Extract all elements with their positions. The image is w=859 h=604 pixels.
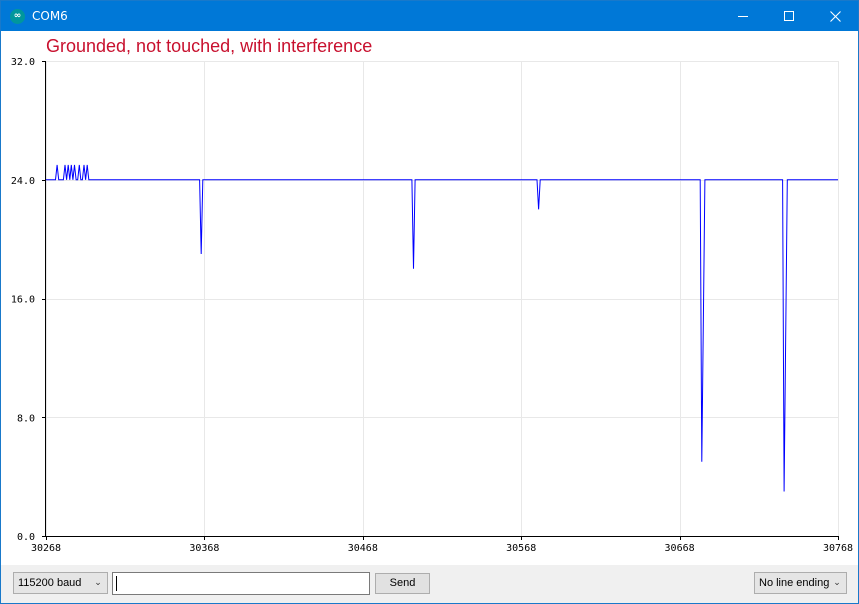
x-tick-label: 30568 (506, 543, 536, 554)
x-tick-label: 30668 (665, 543, 695, 554)
x-tick-label: 30468 (348, 543, 378, 554)
app-icon-glyph: ∞ (13, 11, 22, 21)
close-button[interactable] (812, 1, 858, 31)
grid-lines (46, 61, 839, 537)
annotation-title: Grounded, not touched, with interference (46, 36, 372, 56)
arduino-infinity-icon: ∞ (10, 9, 25, 24)
window-title: COM6 (32, 9, 68, 23)
tick-labels: 30268 30368 30468 30568 30668 30768 0.0 8.0 16.0… (11, 57, 853, 554)
line-chart: 30268 30368 30468 30568 30668 30768 0.0 8.0 16.0… (11, 36, 853, 554)
x-tick-label: 30268 (31, 543, 61, 554)
series-line (46, 164, 838, 492)
baud-rate-select[interactable]: 115200 baud ⌄ (13, 572, 108, 594)
chevron-down-icon: ⌄ (94, 578, 102, 588)
close-icon (829, 10, 841, 22)
line-ending-value: No line ending (759, 577, 830, 589)
line-ending-select[interactable]: No line ending ⌄ (754, 572, 847, 594)
baud-rate-value: 115200 baud (18, 577, 82, 589)
y-tick-label: 32.0 (11, 57, 35, 68)
y-tick-label: 24.0 (11, 176, 35, 187)
title-bar[interactable]: ∞ COM6 (1, 1, 858, 31)
text-caret (116, 576, 117, 591)
y-tick-label: 8.0 (17, 413, 35, 424)
y-tick-label: 16.0 (11, 295, 35, 306)
chevron-down-icon: ⌄ (833, 578, 841, 588)
send-button[interactable]: Send (375, 573, 430, 594)
minimize-icon (738, 15, 748, 17)
maximize-button[interactable] (766, 1, 812, 31)
minimize-button[interactable] (720, 1, 766, 31)
x-tick-label: 30768 (823, 543, 853, 554)
y-tick-label: 0.0 (17, 532, 35, 543)
x-tick-label: 30368 (189, 543, 219, 554)
bottom-toolbar: 115200 baud ⌄ Send No line ending ⌄ (1, 565, 858, 603)
maximize-icon (784, 11, 794, 21)
message-input[interactable] (112, 572, 370, 595)
plot-area: 30268 30368 30468 30568 30668 30768 0.0 8.0 16.0… (1, 32, 858, 565)
